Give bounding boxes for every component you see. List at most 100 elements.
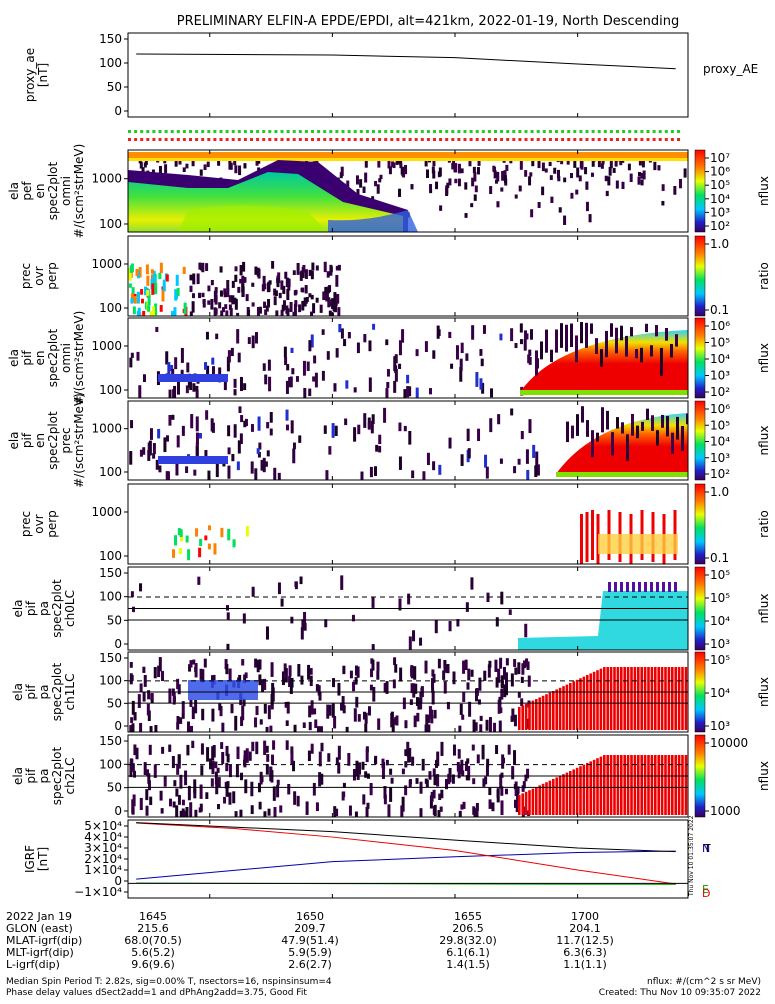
heatmap-cell — [505, 658, 509, 666]
heatmap-cell — [175, 788, 179, 797]
heatmap-cell — [210, 778, 214, 787]
heatmap-cell — [399, 157, 403, 166]
heatmap-cell — [195, 389, 199, 398]
heatmap-cell — [328, 446, 332, 455]
heatmap-cell — [216, 804, 220, 810]
heatmap-cell — [660, 667, 664, 730]
panel-frame — [127, 400, 689, 481]
heatmap-cell — [332, 678, 336, 688]
y-axis-label: spec2plot — [46, 411, 60, 470]
heatmap-cell — [525, 449, 529, 464]
colorbar-tick-label: 10² — [710, 467, 730, 481]
heatmap-cell — [197, 576, 201, 585]
heatmap-cell — [558, 775, 562, 815]
marker-dot — [304, 130, 308, 133]
heatmap-cell — [497, 668, 501, 683]
colorbar-label: nflux — [757, 677, 771, 707]
marker-dot — [378, 130, 382, 133]
marker-dot — [542, 130, 546, 133]
colorbar-label: ratio — [757, 262, 771, 290]
heatmap-cell — [312, 376, 316, 382]
heatmap-cell — [654, 667, 657, 730]
heatmap-cell — [374, 755, 378, 765]
heatmap-cell — [337, 264, 341, 271]
heatmap-cell — [364, 172, 368, 183]
heatmap-cell — [204, 535, 208, 541]
heatmap-cell — [233, 424, 237, 438]
heatmap-cell — [691, 423, 694, 431]
heatmap-cell — [520, 431, 524, 440]
marker-dot — [317, 130, 321, 133]
heatmap-cell — [642, 170, 646, 180]
heatmap-cell — [296, 795, 300, 807]
heatmap-cell — [353, 708, 357, 722]
footer-value: 9.6(9.6) — [131, 958, 175, 971]
heatmap-cell — [176, 287, 180, 297]
heatmap-cell — [341, 791, 345, 801]
heatmap-cell — [499, 774, 503, 789]
heatmap-cell — [342, 705, 346, 714]
heatmap-cell — [153, 667, 157, 679]
heatmap-cell — [637, 171, 641, 177]
marker-dot — [256, 138, 260, 141]
heatmap-cell — [616, 667, 620, 730]
heatmap-cell — [503, 170, 507, 180]
heatmap-cell — [322, 291, 326, 301]
heatmap-cell — [234, 165, 238, 174]
marker-dot — [603, 130, 607, 133]
heatmap-cell — [175, 274, 179, 286]
heatmap-cell — [398, 340, 402, 356]
heatmap-cell — [133, 744, 137, 756]
heatmap-cell — [529, 172, 533, 177]
y-axis-label: en — [33, 184, 47, 199]
marker-dot — [579, 138, 583, 141]
heatmap-cell — [524, 623, 528, 638]
heatmap-cell — [563, 177, 567, 183]
heatmap-cell — [269, 412, 273, 423]
footer-value: 5.6(5.2) — [131, 946, 175, 959]
heatmap-cell — [400, 805, 404, 817]
heatmap-cell — [242, 698, 246, 707]
colorbar-label: ratio — [757, 510, 771, 538]
footer-value: 1645 — [139, 910, 167, 923]
marker-dot — [274, 130, 278, 133]
heatmap-cell — [331, 298, 335, 310]
heatmap-cell — [161, 289, 165, 302]
heatmap-cell — [265, 305, 269, 312]
heatmap-cell — [207, 525, 211, 531]
heatmap-cell — [269, 766, 273, 777]
heatmap-cell — [313, 355, 317, 364]
marker-dot — [640, 130, 644, 133]
heatmap-cell — [333, 806, 337, 817]
heatmap-cell — [286, 364, 290, 371]
heatmap-cell — [251, 741, 255, 752]
heatmap-cell — [524, 774, 528, 782]
heatmap-cell — [280, 598, 284, 607]
heatmap-cell — [606, 755, 609, 815]
heatmap-cell — [462, 801, 466, 809]
heatmap-cell — [174, 357, 178, 370]
heatmap-cell — [569, 683, 572, 730]
colorbar-tick-label: 10⁶ — [710, 402, 730, 416]
heatmap-cell — [135, 747, 139, 760]
y-tick-label: 0 — [114, 104, 122, 118]
heatmap-cell — [364, 712, 368, 724]
marker-dot — [207, 138, 211, 141]
heatmap-cell — [591, 430, 594, 458]
heatmap-cell — [478, 677, 482, 691]
y-tick-label: 1×10⁴ — [84, 863, 122, 877]
heatmap-cell — [545, 329, 548, 353]
heatmap-cell — [410, 683, 414, 694]
heatmap-cell — [301, 287, 305, 293]
heatmap-cell — [290, 751, 294, 765]
heatmap-cell — [385, 339, 389, 346]
heatmap-cell — [655, 325, 658, 337]
y-axis-label: ch0LC — [63, 590, 77, 627]
heatmap-cell — [433, 709, 437, 719]
colorbar-tick-label: 10⁶ — [710, 319, 730, 333]
heatmap-cell — [637, 667, 640, 730]
heatmap-cell — [140, 289, 144, 295]
heatmap-cell — [254, 468, 258, 480]
